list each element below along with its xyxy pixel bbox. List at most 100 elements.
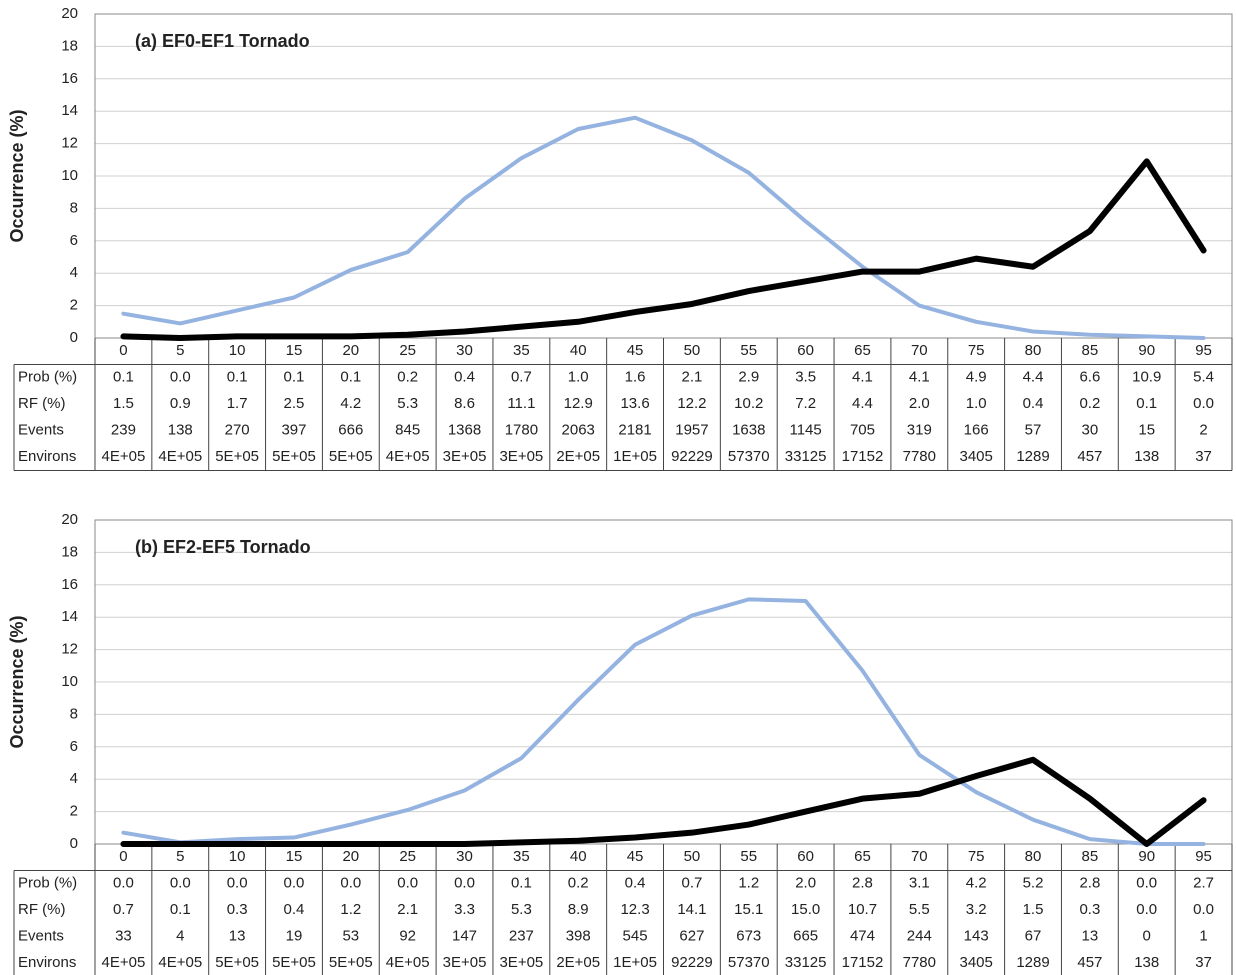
table-cell: 1368 xyxy=(448,422,481,439)
x-tick-label: 20 xyxy=(342,848,359,865)
table-cell: 37 xyxy=(1195,954,1212,971)
table-cell: 138 xyxy=(1134,448,1159,465)
table-cell: 1.6 xyxy=(625,369,646,386)
table-cell: 12.9 xyxy=(564,395,593,412)
table-cell: 705 xyxy=(850,422,875,439)
table-cell: 3.3 xyxy=(454,901,475,918)
table-cell: 4.4 xyxy=(852,395,873,412)
table-cell: 5.4 xyxy=(1193,369,1214,386)
x-tick-label: 80 xyxy=(1025,342,1042,359)
table-cell: 2E+05 xyxy=(556,448,600,465)
row-header: RF (%) xyxy=(18,395,66,412)
y-tick-label: 6 xyxy=(70,232,78,249)
table-cell: 8.9 xyxy=(568,901,589,918)
table-cell: 1638 xyxy=(732,422,765,439)
table-cell: 5.2 xyxy=(1023,875,1044,892)
table-cell: 3E+05 xyxy=(499,448,543,465)
table-cell: 0.2 xyxy=(568,875,589,892)
table-cell: 5E+05 xyxy=(329,448,373,465)
table-cell: 270 xyxy=(225,422,250,439)
table-cell: 2181 xyxy=(618,422,651,439)
y-tick-label: 10 xyxy=(61,673,78,690)
table-cell: 2.8 xyxy=(852,875,873,892)
x-tick-label: 50 xyxy=(684,342,701,359)
table-cell: 7780 xyxy=(903,954,936,971)
table-cell: 4.1 xyxy=(852,369,873,386)
table-cell: 0.0 xyxy=(1136,875,1157,892)
table-cell: 0.0 xyxy=(454,875,475,892)
table-cell: 4.2 xyxy=(966,875,987,892)
x-tick-label: 0 xyxy=(119,848,127,865)
x-tick-label: 70 xyxy=(911,342,928,359)
table-cell: 0.7 xyxy=(113,901,134,918)
table-cell: 0.3 xyxy=(1079,901,1100,918)
table-cell: 665 xyxy=(793,928,818,945)
y-tick-label: 0 xyxy=(70,329,78,346)
table-cell: 627 xyxy=(679,928,704,945)
table-cell: 5.5 xyxy=(909,901,930,918)
x-tick-label: 60 xyxy=(797,342,814,359)
table-cell: 239 xyxy=(111,422,136,439)
table-cell: 1.0 xyxy=(568,369,589,386)
y-tick-label: 20 xyxy=(61,5,78,22)
table-cell: 166 xyxy=(964,422,989,439)
y-tick-label: 4 xyxy=(70,770,78,787)
table-cell: 4E+05 xyxy=(158,448,202,465)
table-cell: 4.1 xyxy=(909,369,930,386)
table-cell: 92229 xyxy=(671,954,713,971)
table-cell: 2.5 xyxy=(284,395,305,412)
table-cell: 0.7 xyxy=(511,369,532,386)
table-cell: 5E+05 xyxy=(272,448,316,465)
x-tick-label: 90 xyxy=(1138,342,1155,359)
series-line xyxy=(121,115,1206,340)
x-tick-label: 65 xyxy=(854,342,871,359)
y-tick-label: 2 xyxy=(70,803,78,820)
table-cell: 3.5 xyxy=(795,369,816,386)
table-cell: 1.2 xyxy=(340,901,361,918)
y-tick-label: 2 xyxy=(70,297,78,314)
table-cell: 2.7 xyxy=(1193,875,1214,892)
table-cell: 138 xyxy=(1134,954,1159,971)
table-cell: 1.2 xyxy=(738,875,759,892)
table-cell: 1.0 xyxy=(966,395,987,412)
x-tick-label: 0 xyxy=(119,342,127,359)
table-cell: 53 xyxy=(342,928,359,945)
y-axis-label: Occurrence (%) xyxy=(7,109,27,242)
table-cell: 244 xyxy=(907,928,932,945)
chart-title: (b) EF2-EF5 Tornado xyxy=(135,537,311,557)
table-cell: 3405 xyxy=(959,448,992,465)
row-header: Events xyxy=(18,928,64,945)
x-tick-label: 75 xyxy=(968,342,985,359)
table-cell: 4.4 xyxy=(1023,369,1044,386)
x-tick-label: 95 xyxy=(1195,848,1212,865)
table-cell: 4E+05 xyxy=(386,448,430,465)
table-cell: 5E+05 xyxy=(215,954,259,971)
table-cell: 2.8 xyxy=(1079,875,1100,892)
table-cell: 7780 xyxy=(903,448,936,465)
table-cell: 15.0 xyxy=(791,901,820,918)
table-cell: 1145 xyxy=(789,422,821,439)
table-cell: 4E+05 xyxy=(102,448,146,465)
table-cell: 67 xyxy=(1025,928,1042,945)
table-cell: 0.7 xyxy=(681,875,702,892)
table-cell: 0.9 xyxy=(170,395,191,412)
table-cell: 1E+05 xyxy=(613,448,657,465)
row-header: Prob (%) xyxy=(18,875,77,892)
table-cell: 147 xyxy=(452,928,477,945)
table-cell: 8.6 xyxy=(454,395,475,412)
y-tick-label: 6 xyxy=(70,738,78,755)
table-cell: 12.2 xyxy=(677,395,706,412)
row-header: Environs xyxy=(18,954,76,971)
table-cell: 0.1 xyxy=(113,369,134,386)
row-header: Environs xyxy=(18,448,76,465)
x-tick-label: 95 xyxy=(1195,342,1212,359)
table-cell: 2E+05 xyxy=(556,954,600,971)
table-cell: 12.3 xyxy=(620,901,649,918)
table-cell: 4E+05 xyxy=(158,954,202,971)
table-cell: 17152 xyxy=(842,954,884,971)
y-tick-label: 10 xyxy=(61,167,78,184)
table-cell: 0.1 xyxy=(227,369,248,386)
table-cell: 5E+05 xyxy=(329,954,373,971)
table-cell: 2.1 xyxy=(681,369,702,386)
